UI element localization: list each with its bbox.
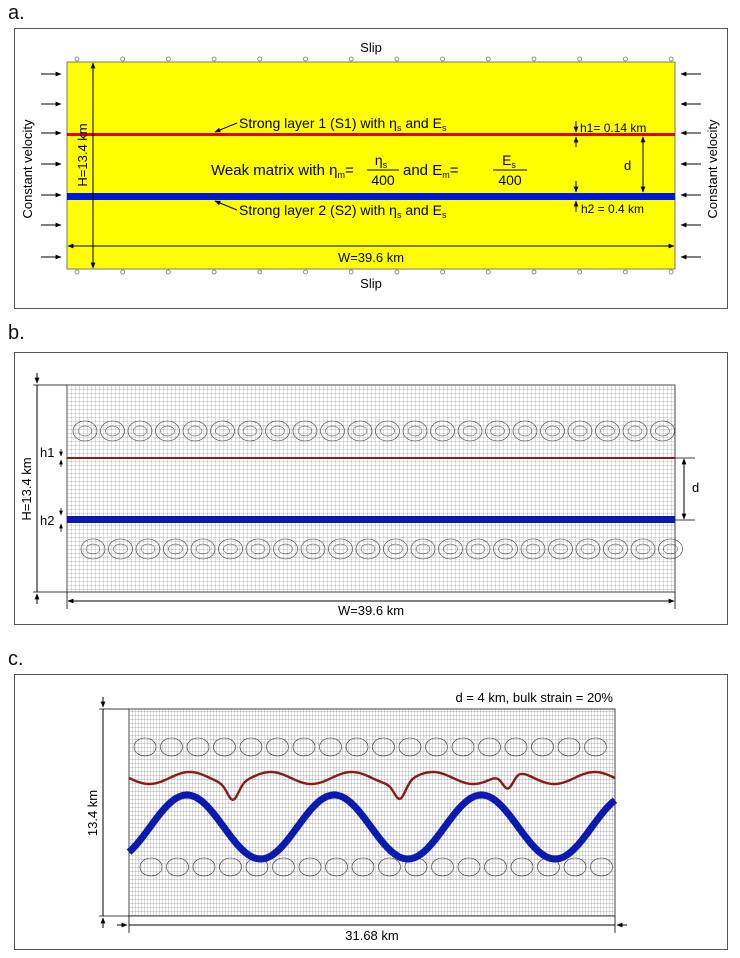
d-label: d <box>624 158 631 173</box>
slip-bottom-label: Slip <box>360 276 382 291</box>
panel-a: H=13.4 km W=39.6 km Slip Slip Constant v… <box>14 28 728 309</box>
strong-layer-1-mesh <box>67 457 675 459</box>
constant-velocity-right-label: Constant velocity <box>705 119 720 218</box>
matrix-fraction-e-den: 400 <box>498 172 522 188</box>
mesh-region <box>67 385 675 592</box>
h1-label-b: h1 <box>40 445 54 460</box>
width-label-c: 31.68 km <box>345 928 398 943</box>
matrix-label: Weak matrix with ηm= <box>211 162 354 180</box>
panel-b: H=13.4 km h1 h2 d W=39.6 km <box>14 352 728 625</box>
layer2-label: Strong layer 2 (S2) with ηs and Es <box>239 202 447 220</box>
layer1-label: Strong layer 1 (S1) with ηs and Es <box>239 115 447 133</box>
constant-velocity-left-label: Constant velocity <box>20 119 35 218</box>
h2-label-b: h2 <box>40 513 54 528</box>
h2-label: h2 = 0.4 km <box>581 202 644 216</box>
panel-c-label: c. <box>8 648 24 670</box>
strong-layer-2 <box>67 193 675 200</box>
panel-a-label: a. <box>8 2 25 24</box>
matrix-fraction-eta-num: ηs <box>375 152 388 170</box>
folded-layer-1 <box>128 770 616 802</box>
weak-matrix-region <box>66 61 676 270</box>
width-label: W=39.6 km <box>338 250 404 265</box>
height-label-b: H=13.4 km <box>19 457 34 520</box>
matrix-fraction-eta-den: 400 <box>371 172 395 188</box>
slip-top-label: Slip <box>360 40 382 55</box>
panel-c: d = 4 km, bulk strain = 20% 13.4 km 31.6… <box>14 674 728 950</box>
h1-label: h1= 0.14 km <box>580 121 646 135</box>
panel-a-diagram: H=13.4 km W=39.6 km Slip Slip Constant v… <box>20 40 720 291</box>
d-label-b: d <box>692 480 699 495</box>
matrix-and-e: and Em= <box>403 162 459 180</box>
caption-c: d = 4 km, bulk strain = 20% <box>455 690 613 705</box>
strong-layer-2-mesh <box>67 516 675 523</box>
matrix-fraction-e-num: Es <box>502 152 516 170</box>
folded-layer-2 <box>126 791 618 863</box>
panel-c-diagram: d = 4 km, bulk strain = 20% 13.4 km 31.6… <box>85 690 627 943</box>
deformed-mesh-region <box>129 709 615 916</box>
panel-b-diagram: H=13.4 km h1 h2 d W=39.6 km <box>19 373 699 618</box>
height-label: H=13.4 km <box>75 123 90 186</box>
height-label-c: 13.4 km <box>85 790 100 836</box>
width-label-b: W=39.6 km <box>338 603 404 618</box>
strong-layer-1 <box>67 133 675 136</box>
panel-b-label: b. <box>8 322 25 344</box>
